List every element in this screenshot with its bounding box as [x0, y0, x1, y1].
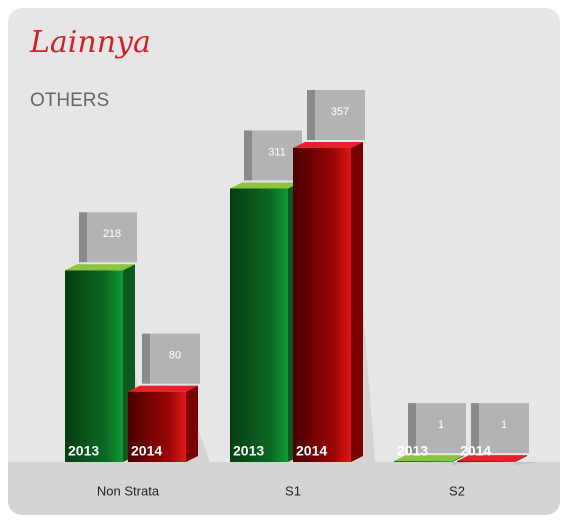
value-label: 1 — [438, 419, 444, 431]
bar — [457, 461, 515, 462]
bar — [128, 391, 186, 462]
bar — [65, 270, 123, 462]
bar-side — [515, 455, 527, 462]
bar-top — [65, 264, 135, 271]
value-box-side — [408, 403, 416, 454]
series-label: 2013 — [397, 443, 428, 459]
series-label: 2013 — [68, 443, 99, 459]
bar-shadow — [452, 462, 476, 466]
x-tick-label: S1 — [285, 483, 301, 498]
value-box-side — [142, 333, 150, 384]
base-band — [8, 462, 560, 515]
x-tick-label: S2 — [449, 483, 465, 498]
series-label: 2014 — [131, 443, 162, 459]
chart-title: Lainnya — [29, 25, 151, 60]
bar-side — [452, 455, 464, 462]
value-box-side — [471, 403, 479, 454]
bar-top — [394, 455, 464, 462]
bar-shadow — [515, 462, 539, 466]
value-box — [315, 90, 365, 140]
chart-subtitle: OTHERS — [30, 90, 109, 111]
value-label: 311 — [268, 146, 286, 158]
bar-top — [293, 142, 363, 148]
bar-side — [186, 385, 198, 462]
value-label: 80 — [169, 350, 181, 362]
value-box-side — [307, 90, 315, 140]
bar-side — [351, 142, 363, 462]
bar-top — [457, 455, 527, 462]
bar-top — [128, 385, 198, 392]
bar — [230, 188, 288, 462]
bar — [293, 148, 351, 462]
value-label: 357 — [331, 106, 349, 118]
value-label: 218 — [103, 228, 121, 240]
series-label: 2014 — [296, 443, 327, 459]
value-box-side — [79, 212, 87, 263]
series-label: 2013 — [233, 443, 264, 459]
value-box — [416, 403, 466, 454]
bar — [394, 461, 452, 462]
series-label: 2014 — [460, 443, 491, 459]
value-box — [87, 212, 137, 263]
value-box — [150, 333, 200, 384]
value-box-side — [244, 130, 252, 181]
value-label: 1 — [501, 419, 507, 431]
bar-top — [230, 182, 300, 189]
x-tick-label: Non Strata — [97, 483, 160, 498]
value-box — [479, 403, 529, 454]
